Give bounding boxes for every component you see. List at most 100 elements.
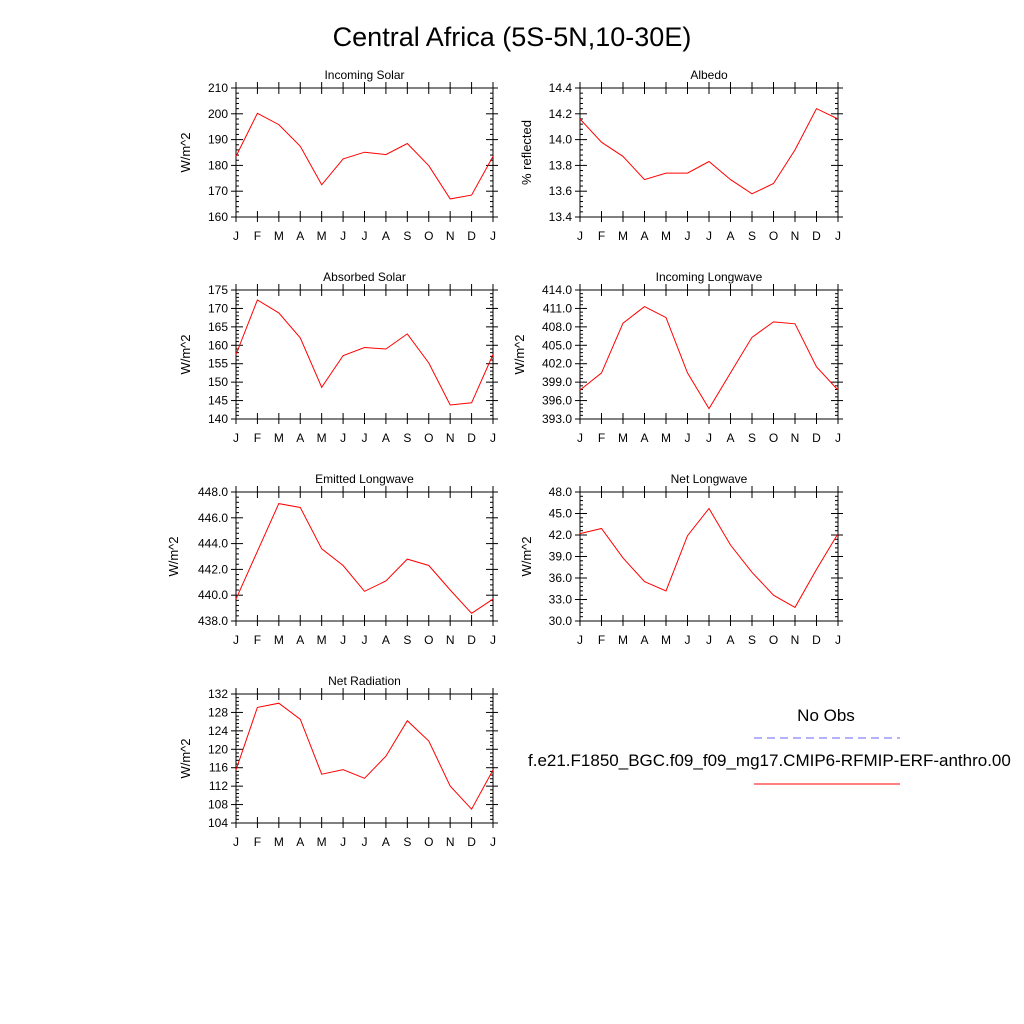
x-tick-label: J (706, 633, 712, 647)
y-tick-label: 128 (208, 705, 228, 719)
x-tick-label: O (769, 633, 778, 647)
x-tick-label: M (661, 431, 671, 445)
series-line (579, 306, 839, 410)
x-tick-label: A (726, 431, 734, 445)
y-tick-label: 160 (208, 338, 228, 352)
x-tick-label: F (254, 633, 261, 647)
x-tick-label: S (748, 229, 756, 243)
series-line (579, 107, 839, 195)
y-tick-label: 145 (208, 394, 228, 408)
legend-model-label: f.e21.F1850_BGC.f09_f09_mg17.CMIP6-RFMIP… (528, 751, 1011, 770)
x-tick-label: J (340, 431, 346, 445)
y-tick-label: 170 (208, 301, 228, 315)
x-tick-label: F (598, 229, 605, 243)
x-tick-label: A (296, 835, 304, 849)
x-tick-label: F (598, 633, 605, 647)
y-axis-label: W/m^2 (166, 536, 181, 576)
x-tick-label: D (467, 229, 476, 243)
y-tick-label: 411.0 (543, 301, 572, 315)
x-tick-label: S (748, 431, 756, 445)
x-tick-label: J (340, 229, 346, 243)
x-tick-label: F (598, 431, 605, 445)
y-tick-label: 36.0 (549, 571, 573, 585)
x-tick-label: M (317, 835, 327, 849)
x-tick-label: J (706, 431, 712, 445)
y-axis-label: % reflected (519, 120, 534, 185)
x-tick-label: N (791, 229, 800, 243)
x-tick-label: J (835, 633, 841, 647)
y-tick-label: 175 (208, 283, 228, 297)
x-tick-label: J (835, 229, 841, 243)
x-tick-label: F (254, 229, 261, 243)
legend-obs-swatch (754, 737, 900, 739)
legend-model-swatch (754, 783, 900, 785)
page-title: Central Africa (5S-5N,10-30E) (332, 22, 692, 52)
x-tick-label: J (340, 835, 346, 849)
y-tick-label: 140 (208, 412, 228, 426)
x-tick-label: D (812, 633, 821, 647)
x-tick-label: J (490, 431, 496, 445)
x-tick-label: S (403, 431, 411, 445)
y-tick-label: 399.0 (542, 375, 572, 389)
y-tick-label: 14.2 (549, 107, 573, 121)
y-tick-label: 33.0 (549, 593, 573, 607)
y-axis-label: W/m^2 (519, 536, 534, 576)
chart-title: Emitted Longwave (315, 472, 414, 486)
x-tick-label: J (362, 229, 368, 243)
y-tick-label: 45.0 (549, 507, 573, 521)
y-tick-label: 39.0 (549, 550, 573, 564)
x-tick-label: J (685, 431, 691, 445)
y-axis-label: W/m^2 (178, 334, 193, 374)
y-tick-label: 402.0 (542, 357, 572, 371)
x-tick-label: A (382, 633, 390, 647)
x-tick-label: J (685, 633, 691, 647)
y-tick-label: 124 (208, 724, 228, 738)
x-tick-label: A (296, 633, 304, 647)
x-tick-label: J (490, 229, 496, 243)
x-tick-label: A (726, 229, 734, 243)
y-tick-label: 190 (208, 133, 228, 147)
y-tick-label: 155 (208, 357, 228, 371)
y-tick-label: 438.0 (198, 614, 228, 628)
x-tick-label: S (403, 229, 411, 243)
y-tick-label: 200 (208, 107, 228, 121)
y-tick-label: 210 (208, 81, 228, 95)
x-tick-label: A (382, 835, 390, 849)
x-tick-label: J (362, 431, 368, 445)
x-tick-label: O (769, 229, 778, 243)
y-tick-label: 48.0 (549, 485, 573, 499)
y-tick-label: 160 (208, 210, 228, 224)
x-tick-label: J (835, 431, 841, 445)
series-line (235, 299, 494, 406)
x-tick-label: J (577, 431, 583, 445)
series-line (235, 503, 494, 614)
y-tick-label: 393.0 (542, 412, 572, 426)
x-tick-label: O (424, 835, 433, 849)
x-tick-label: M (618, 431, 628, 445)
x-tick-label: M (274, 229, 284, 243)
x-tick-label: J (706, 229, 712, 243)
x-tick-label: A (726, 633, 734, 647)
x-tick-label: O (424, 431, 433, 445)
x-tick-label: F (254, 431, 261, 445)
chart-title: Net Radiation (328, 674, 401, 688)
x-tick-label: N (446, 633, 455, 647)
series-line (579, 507, 839, 609)
y-axis-label: W/m^2 (178, 132, 193, 172)
y-tick-label: 13.8 (549, 158, 573, 172)
x-tick-label: A (640, 633, 648, 647)
chart-title: Albedo (690, 68, 728, 82)
y-tick-label: 448.0 (198, 485, 228, 499)
x-tick-label: A (296, 431, 304, 445)
x-tick-label: N (446, 229, 455, 243)
y-tick-label: 440.0 (198, 588, 228, 602)
y-tick-label: 408.0 (542, 320, 572, 334)
y-tick-label: 444.0 (198, 537, 228, 551)
y-tick-label: 108 (208, 798, 228, 812)
x-tick-label: M (274, 835, 284, 849)
x-tick-label: J (340, 633, 346, 647)
